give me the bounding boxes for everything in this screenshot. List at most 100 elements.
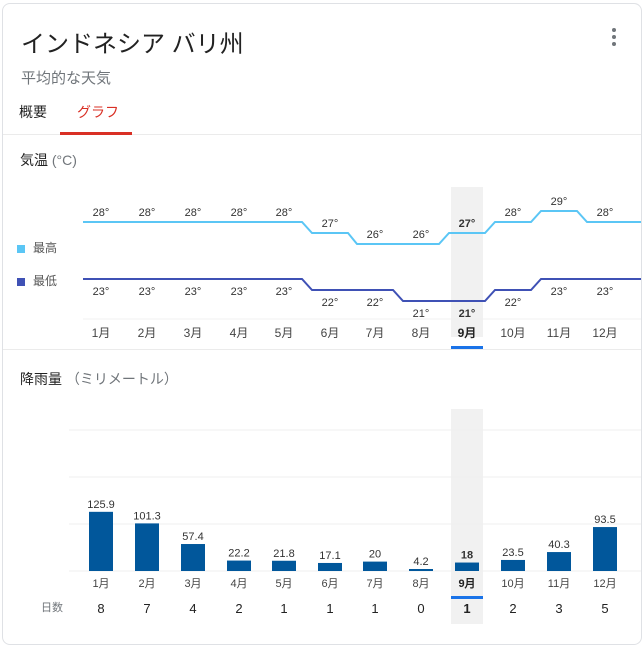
temp-label: 23° <box>551 286 568 298</box>
rainfall-unit: （ミリメートル） <box>65 371 178 387</box>
month-label[interactable]: 4月 <box>230 326 249 340</box>
temp-label: 28° <box>139 207 156 219</box>
rain-days-value: 1 <box>326 601 333 616</box>
rainfall-chart: 125.9 1月 8 101.3 2月 7 57.4 3月 4 22.2 4月 2 21.8 5月 1 17.… <box>41 409 641 624</box>
temperature-title-text: 気温 <box>20 152 48 168</box>
month-label[interactable]: 3月 <box>184 326 203 340</box>
rain-bar[interactable] <box>227 560 251 571</box>
rain-bar[interactable] <box>89 511 113 571</box>
rain-value-label: 40.3 <box>548 539 569 551</box>
temp-label: 22° <box>367 297 384 309</box>
rain-bar[interactable] <box>593 527 617 571</box>
tab-graph[interactable]: グラフ <box>77 104 119 120</box>
rain-days-value: 2 <box>509 601 516 616</box>
month-label[interactable]: 5月 <box>275 578 292 590</box>
temp-label: 23° <box>93 286 110 298</box>
rain-bar[interactable] <box>135 523 159 571</box>
rain-value-label: 4.2 <box>413 556 428 568</box>
location-title: インドネシア バリ州 <box>21 31 244 58</box>
high-temp-line <box>83 210 641 245</box>
month-label[interactable]: 3月 <box>184 578 201 590</box>
month-label[interactable]: 12月 <box>592 326 617 340</box>
rain-bar[interactable] <box>272 560 296 571</box>
legend-high-swatch <box>17 244 25 253</box>
rain-days-label: 日数 <box>41 601 63 614</box>
legend-low-swatch <box>17 277 25 286</box>
month-label[interactable]: 11月 <box>548 578 570 590</box>
rain-bar[interactable] <box>547 552 571 571</box>
temp-label: 26° <box>367 229 384 241</box>
tab-overview[interactable]: 概要 <box>19 104 47 120</box>
temp-label: 27° <box>322 218 339 230</box>
rain-days-value: 1 <box>371 601 378 616</box>
month-label[interactable]: 9月 <box>458 326 477 340</box>
legend-high-label: 最高 <box>33 241 58 255</box>
temp-label: 23° <box>276 286 293 298</box>
rain-value-label: 125.9 <box>87 499 115 511</box>
rain-bar[interactable] <box>181 544 205 571</box>
month-label[interactable]: 1月 <box>92 578 109 590</box>
more-vert-icon[interactable] <box>607 28 621 50</box>
month-label[interactable]: 9月 <box>458 577 475 590</box>
temperature-chart: 28° 28° 28° 28° 28° 27° 26° 26° 27° 28° 29° 28° 23° 2… <box>83 187 641 349</box>
rain-bar[interactable] <box>455 562 479 571</box>
month-label[interactable]: 8月 <box>412 326 431 340</box>
low-temp-line <box>83 278 641 302</box>
temp-label: 28° <box>231 207 248 219</box>
temp-label: 28° <box>276 207 293 219</box>
rain-days-value: 0 <box>417 601 424 616</box>
rain-value-label: 23.5 <box>502 547 523 559</box>
rain-days-value: 1 <box>280 601 287 616</box>
temp-label: 23° <box>231 286 248 298</box>
rain-bar[interactable] <box>318 562 342 571</box>
month-label[interactable]: 5月 <box>275 326 294 340</box>
month-label[interactable]: 7月 <box>366 578 383 590</box>
month-label[interactable]: 4月 <box>230 578 247 590</box>
rain-bar[interactable] <box>501 559 525 571</box>
rain-bar[interactable] <box>363 561 387 571</box>
month-label[interactable]: 11月 <box>547 326 571 340</box>
selected-month-highlight <box>451 187 483 337</box>
rain-value-label: 57.4 <box>182 531 203 543</box>
rain-days-value: 8 <box>97 601 104 616</box>
month-label[interactable]: 10月 <box>501 578 524 590</box>
rain-value-label: 93.5 <box>594 514 615 526</box>
page-subtitle: 平均的な天気 <box>21 70 112 87</box>
tab-bar: 概要 グラフ <box>3 96 641 135</box>
rainfall-title: 降雨量 （ミリメートル） <box>20 369 178 389</box>
legend-high: 最高 <box>17 239 57 256</box>
month-label[interactable]: 2月 <box>138 578 155 590</box>
selected-month-indicator <box>451 346 483 349</box>
month-label[interactable]: 12月 <box>593 578 616 590</box>
temp-label: 21° <box>459 308 476 320</box>
month-label[interactable]: 8月 <box>412 578 429 590</box>
month-label[interactable]: 10月 <box>500 326 525 340</box>
month-label[interactable]: 1月 <box>92 326 111 340</box>
rain-days-value: 5 <box>601 601 608 616</box>
rain-value-label: 21.8 <box>273 548 294 560</box>
rain-days-value: 4 <box>189 601 196 616</box>
temp-label: 28° <box>93 207 110 219</box>
legend-low: 最低 <box>17 272 57 289</box>
temp-label: 28° <box>505 207 522 219</box>
rain-bar[interactable] <box>409 569 433 571</box>
rain-value-label: 20 <box>369 549 381 561</box>
temp-label: 28° <box>597 207 614 219</box>
temperature-title: 気温 (°C) <box>20 150 77 170</box>
temp-label: 21° <box>413 308 430 320</box>
rain-days-value: 3 <box>555 601 562 616</box>
month-label[interactable]: 7月 <box>366 326 385 340</box>
rain-value-label: 101.3 <box>133 510 161 522</box>
temp-label: 28° <box>185 207 202 219</box>
month-label[interactable]: 6月 <box>321 578 338 590</box>
month-label[interactable]: 6月 <box>321 326 340 340</box>
temp-label: 27° <box>459 218 476 230</box>
temp-label: 22° <box>322 297 339 309</box>
rain-days-value: 1 <box>463 601 470 616</box>
active-tab-indicator <box>60 132 132 135</box>
month-label[interactable]: 2月 <box>138 326 157 340</box>
temperature-unit: (°C) <box>51 152 77 168</box>
temp-label: 23° <box>139 286 156 298</box>
temp-label: 29° <box>551 196 568 208</box>
rain-value-label: 22.2 <box>228 548 249 560</box>
